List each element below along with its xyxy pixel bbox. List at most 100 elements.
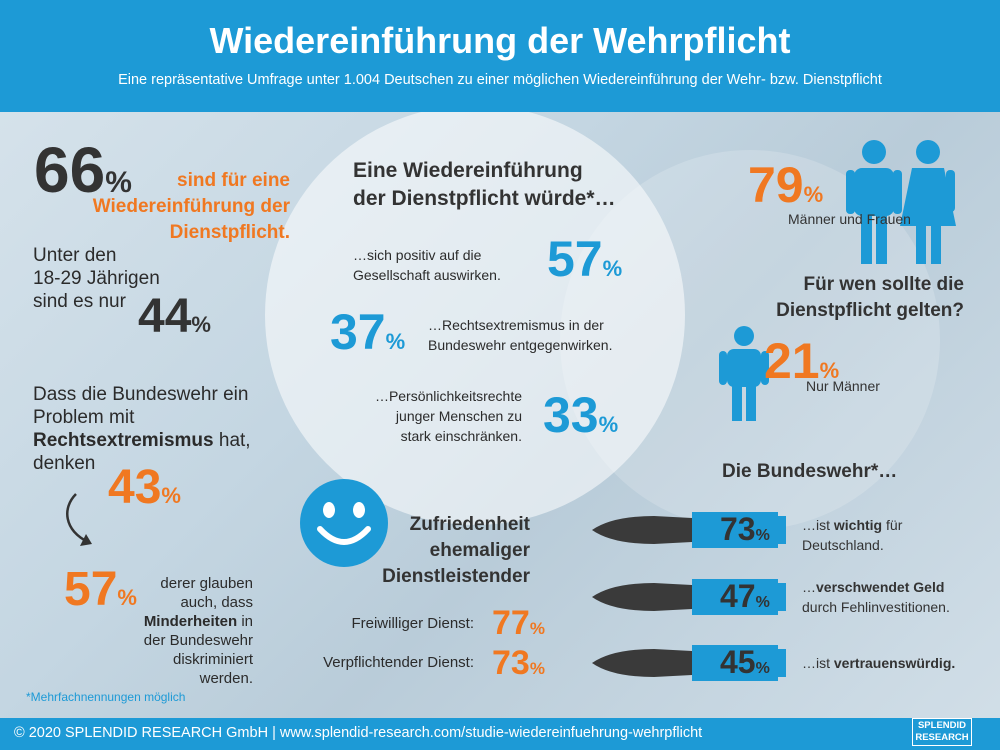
satisfaction-line2: ehemaliger [429,540,530,561]
mandatory-label: Verpflichtender Dienst: [323,654,474,671]
young-text-line3: sind es nur [33,291,126,312]
problem-text-keyword: Rechtsextremismus [33,430,214,451]
main-stat-number: 66 [34,134,106,206]
bullet-stat-percent: % [755,527,770,544]
minority-text-line4: der Bundeswehr [143,632,253,649]
item1-text-line1: …sich positiv auf die [353,247,482,263]
item3-text: …Persönlichkeitsrechte junger Menschen z… [350,386,522,446]
men-stat-percent: % [819,358,840,383]
bullet-text-prefix: … [802,579,816,595]
item1-stat-percent: % [602,256,623,281]
problem-text-line1: Dass die Bundeswehr ein [33,384,249,405]
item1-text-line2: Gesellschaft auswirken. [353,267,501,283]
center-heading-line1: Eine Wiedereinführung [353,159,583,182]
bullet-text: …ist vertrauenswürdig. [802,653,1000,673]
problem-stat: 43% [108,464,181,512]
minority-text: derer glauben auch, dass Minderheiten in… [140,574,253,688]
main-stat-text: sind für eine Wiedereinführung der Diens… [70,168,290,246]
minority-text-keyword: Minderheiten [143,613,238,630]
main-stat-percent: % [105,166,132,199]
item2-text-line2: Bundeswehr entgegenwirken. [428,337,613,353]
minority-stat-percent: % [117,585,137,610]
bullet-text-keyword: vertrauenswürdig. [833,655,956,671]
man-and-woman-icon [846,140,956,264]
item3-text-line1: …Persönlichkeitsrechte [374,388,522,404]
minority-stat-number: 57 [64,563,118,616]
problem-stat-number: 43 [108,461,162,514]
item1-stat: 57% [547,234,622,284]
bullet-stat-percent: % [755,594,770,611]
main-stat-text-line2: Wiedereinführung der [92,196,290,217]
item2-text-line1: …Rechtsextremismus in der [428,317,604,333]
all-stat-percent: % [803,182,824,207]
voluntary-label: Freiwilliger Dienst: [351,615,474,632]
curved-arrow-icon [66,493,92,546]
young-stat: 44% [138,293,211,341]
bullet-stat-number: 73 [720,511,756,547]
item3-text-line2: junger Menschen zu [395,408,522,424]
footer-bar: © 2020 SPLENDID RESEARCH GmbH | www.sple… [0,718,1000,750]
bundeswehr-heading: Die Bundeswehr*… [722,461,898,482]
item3-text-line3: stark einschränken. [400,428,522,444]
item1-stat-number: 57 [547,231,603,287]
item2-stat-percent: % [385,329,406,354]
all-label: Männer und Frauen [788,211,911,227]
problem-text-line4: denken [33,453,96,474]
logo-line2: RESEARCH [915,732,969,743]
bullet-text-line2: Deutschland. [802,537,884,553]
minority-text-line1: derer glauben [160,575,253,592]
bullet-icon [592,512,786,548]
bullet-text-keyword: wichtig [833,517,883,533]
satisfaction-line3: Dienstleistender [382,566,530,587]
problem-stat-percent: % [161,483,181,508]
item3-stat-number: 33 [543,387,599,443]
bullet-stat-number: 47 [720,578,756,614]
center-heading-line2: der Dienstpflicht würde*… [353,187,616,210]
bullet-text-suffix: für [882,517,903,533]
target-question-line1: Für wen sollte die [803,274,964,295]
bullet-text-prefix: …ist [802,655,834,671]
logo-line1: SPLENDID [917,720,967,731]
bullet-stat-percent: % [755,660,770,677]
target-question: Für wen sollte die Dienstpflicht gelten? [730,272,964,324]
bullet-stat-number: 45 [720,644,756,680]
minority-text-line3-rest: in [237,613,253,630]
minority-stat: 57% [64,566,137,614]
minority-text-line2: auch, dass [180,594,253,611]
item2-stat: 37% [330,307,405,357]
man-icon [719,326,769,421]
bullet-text: …ist wichtig für Deutschland. [802,515,1000,555]
splendid-research-logo: SPLENDID RESEARCH [912,718,972,746]
minority-text-line5: diskriminiert werden. [172,651,253,687]
all-stat-number: 79 [748,157,804,213]
header-bar: Wiedereinführung der Wehrpflicht Eine re… [0,0,1000,112]
mandatory-stat-number: 73 [492,644,530,682]
voluntary-stat: 77% [492,606,545,640]
bullet-text-prefix: …ist [802,517,834,533]
target-question-line2: Dienstpflicht gelten? [776,300,964,321]
men-stat-number: 21 [764,333,820,389]
problem-text: Dass die Bundeswehr ein Problem mit Rech… [33,383,251,475]
smiley-icon [300,479,388,567]
bullet-text: …verschwendet Geld durch Fehlinvestition… [802,577,1000,617]
page-subtitle: Eine repräsentative Umfrage unter 1.004 … [118,72,882,88]
bullet-icon [592,645,786,681]
bullet-stat: 45% [720,646,770,678]
young-text: Unter den 18-29 Jährigen sind es nur [33,244,160,313]
men-stat: 21% [764,336,839,386]
satisfaction-heading: Zufriedenheit ehemaliger Dienstleistende… [330,512,530,590]
young-stat-number: 44 [138,290,192,343]
footnote: *Mehrfachnennungen möglich [26,690,186,704]
main-stat: 66% [34,138,132,202]
voluntary-stat-number: 77 [492,604,530,642]
young-text-line2: 18-29 Jährigen [33,268,160,289]
bullet-text-line2: durch Fehlinvestitionen. [802,599,950,615]
men-label: Nur Männer [806,378,880,394]
item3-stat: 33% [543,390,618,440]
footer-text: © 2020 SPLENDID RESEARCH GmbH | www.sple… [14,725,703,741]
mandatory-stat-percent: % [529,659,545,678]
satisfaction-line1: Zufriedenheit [409,514,530,535]
page-title: Wiedereinführung der Wehrpflicht [209,20,791,61]
bullet-stat: 73% [720,513,770,545]
item3-stat-percent: % [598,412,619,437]
